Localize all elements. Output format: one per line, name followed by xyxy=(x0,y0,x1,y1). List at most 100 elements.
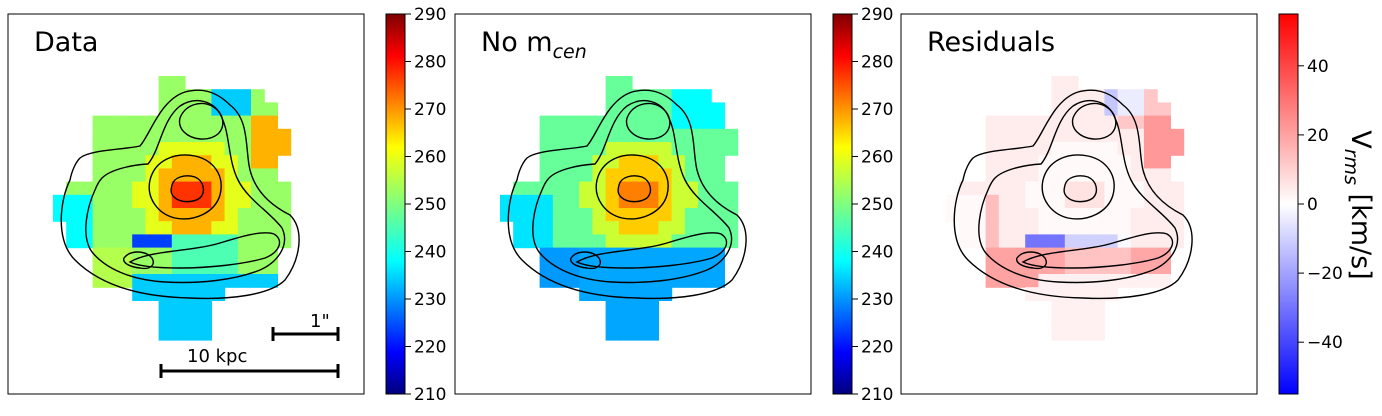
map-cell xyxy=(711,221,725,235)
map-cell xyxy=(224,260,239,275)
map-cell xyxy=(237,89,252,103)
map-cell xyxy=(171,142,186,156)
map-cell xyxy=(132,168,146,183)
map-cell xyxy=(264,181,278,196)
map-cell xyxy=(1117,181,1132,196)
map-cell xyxy=(1157,181,1171,196)
map-cell xyxy=(264,260,278,275)
map-cell xyxy=(224,102,239,117)
map-cell xyxy=(171,274,186,288)
map-cell xyxy=(698,168,712,183)
map-cell xyxy=(632,247,646,262)
map-cell xyxy=(92,234,107,249)
map-cell xyxy=(1157,128,1171,143)
colorbar-tick-label: 250 xyxy=(861,195,893,215)
map-cell xyxy=(251,260,265,275)
map-cell xyxy=(1078,234,1092,249)
map-cell xyxy=(1064,155,1079,169)
map-cell xyxy=(145,168,160,183)
colorbar-tick-label: −20 xyxy=(1307,264,1343,284)
map-cell xyxy=(1078,102,1092,117)
map-cell xyxy=(158,76,173,90)
map-cell xyxy=(605,300,620,315)
map-cell xyxy=(1144,142,1158,156)
map-cell xyxy=(1038,234,1053,249)
map-cell xyxy=(684,260,699,275)
map-cell xyxy=(724,221,739,235)
map-cell xyxy=(251,234,265,249)
map-cell xyxy=(632,300,646,315)
map-cell xyxy=(698,234,712,249)
map-cell xyxy=(145,234,160,249)
map-cell xyxy=(579,208,593,222)
map-cell xyxy=(998,142,1013,156)
map-cell xyxy=(1170,221,1185,235)
map-cell xyxy=(985,194,1000,209)
map-cell xyxy=(579,234,593,249)
map-cell xyxy=(1064,76,1079,90)
map-cell xyxy=(277,128,292,143)
map-cell xyxy=(724,181,739,196)
scale-bar-arcsec: 1" xyxy=(271,311,340,341)
panel-title-residuals: Residuals xyxy=(927,27,1055,58)
map-cell xyxy=(632,313,646,328)
contours-no-mcen xyxy=(507,89,747,300)
map-cell xyxy=(513,221,527,235)
map-cell xyxy=(1130,142,1145,156)
map-cell xyxy=(1051,300,1066,315)
map-cell xyxy=(645,287,659,301)
map-cell xyxy=(198,115,212,130)
map-cell xyxy=(1130,247,1145,262)
map-cell xyxy=(1091,102,1105,117)
intensity-contour xyxy=(178,102,224,140)
map-cell xyxy=(1038,287,1053,301)
map-cell xyxy=(684,274,699,288)
map-cell xyxy=(132,155,146,169)
panel-frame xyxy=(454,13,812,395)
map-cell xyxy=(632,274,646,288)
map-cell xyxy=(132,128,146,143)
map-cell xyxy=(1038,221,1053,235)
colorbar-no-mcen: 210 220 230 240 250 260 270 280 290 xyxy=(832,5,893,405)
map-cell xyxy=(92,194,107,209)
map-cell xyxy=(579,142,593,156)
map-cell xyxy=(198,221,212,235)
map-cell xyxy=(618,326,633,341)
map-cell xyxy=(605,313,620,328)
map-cell xyxy=(605,247,620,262)
map-cell xyxy=(1091,274,1105,288)
map-cell xyxy=(132,115,146,130)
map-cell xyxy=(1064,115,1079,130)
map-cell xyxy=(552,260,567,275)
map-cell xyxy=(698,208,712,222)
map-cell xyxy=(251,221,265,235)
map-cell xyxy=(1025,287,1039,301)
map-cell xyxy=(198,274,212,288)
map-cell xyxy=(618,313,633,328)
map-cell xyxy=(1064,128,1079,143)
map-cell xyxy=(658,234,673,249)
map-cell xyxy=(658,260,673,275)
map-cell xyxy=(1130,168,1145,183)
map-cell xyxy=(605,234,620,249)
map-cell xyxy=(145,155,160,169)
map-cell xyxy=(1025,234,1039,249)
map-cell xyxy=(671,247,686,262)
map-cell xyxy=(1025,208,1039,222)
map-cell xyxy=(1104,155,1119,169)
scale-bar-arcsec-label: 1" xyxy=(310,311,330,332)
map-cell xyxy=(198,194,212,209)
map-cell xyxy=(698,221,712,235)
map-cell xyxy=(1130,208,1145,222)
map-cell xyxy=(185,89,199,103)
map-cell xyxy=(1144,221,1158,235)
map-cell xyxy=(1130,234,1145,249)
map-cell xyxy=(1051,76,1066,90)
intensity-contour xyxy=(595,154,669,220)
map-cell xyxy=(1130,102,1145,117)
map-cell xyxy=(198,326,212,341)
map-cell xyxy=(185,128,199,143)
map-cell xyxy=(1144,208,1158,222)
map-cell xyxy=(1130,128,1145,143)
intensity-contour xyxy=(953,89,1193,300)
